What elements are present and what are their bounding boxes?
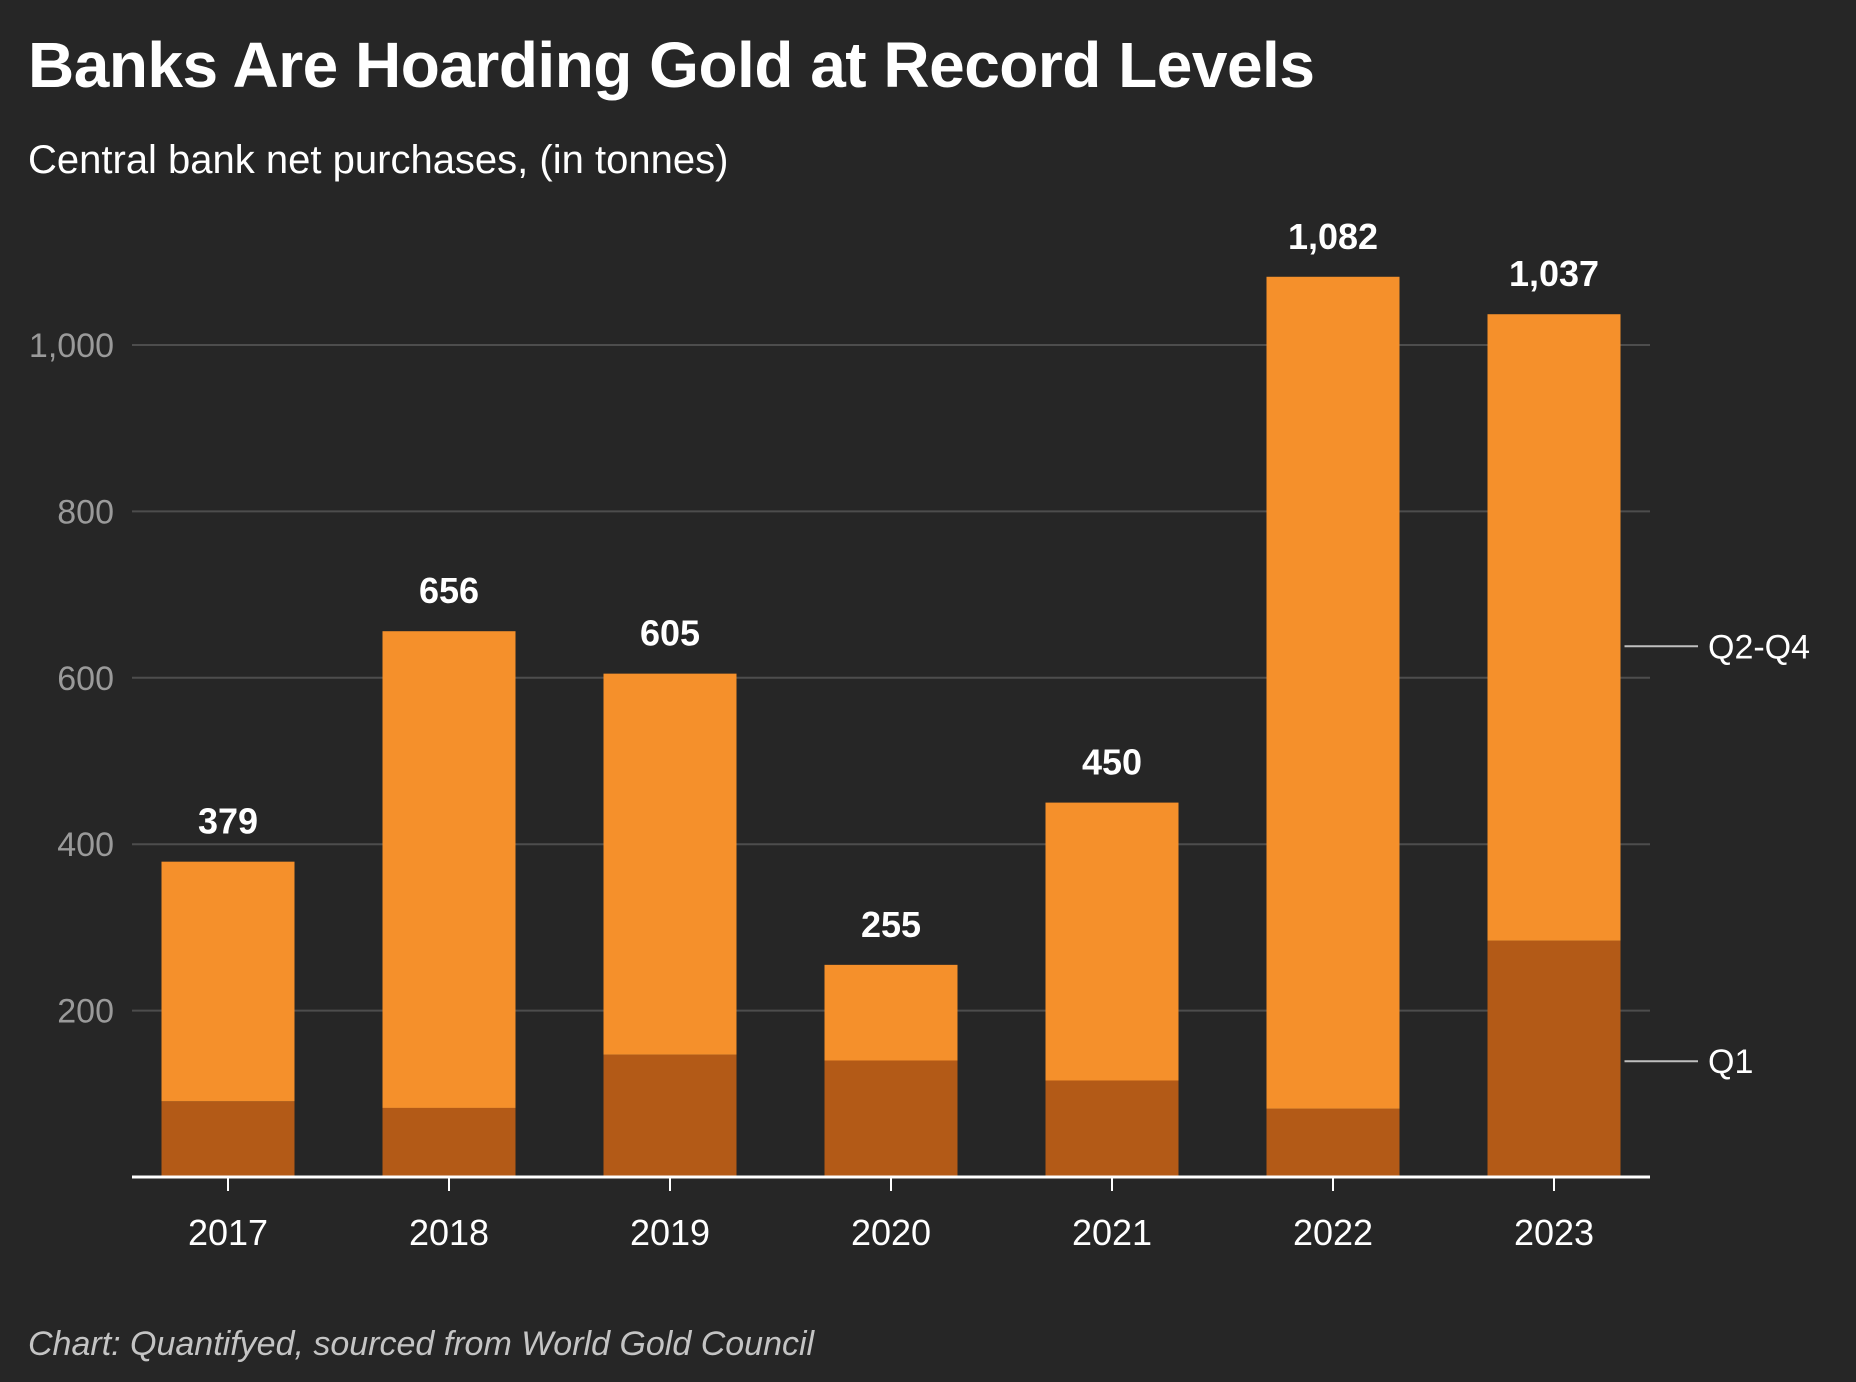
total-label: 605: [640, 613, 700, 654]
total-label: 379: [198, 801, 258, 842]
total-label: 255: [861, 904, 921, 945]
bar-q2-q4: [1266, 276, 1400, 1109]
bar-q1: [1045, 1080, 1179, 1177]
bar-q2-q4: [1045, 802, 1179, 1081]
y-tick-label: 400: [57, 826, 114, 864]
bar-q2-q4: [1487, 314, 1621, 941]
x-tick-label: 2017: [188, 1212, 268, 1253]
bar-q1: [1266, 1108, 1400, 1177]
x-tick-label: 2023: [1514, 1212, 1594, 1253]
bar-q1: [1487, 940, 1621, 1177]
y-tick-label: 800: [57, 493, 114, 531]
total-labels: 379 656 605 255 450 1,082 1,037: [198, 216, 1599, 945]
total-label: 1,082: [1288, 216, 1378, 257]
bar-q1: [603, 1054, 737, 1177]
bar-q2-q4: [382, 631, 516, 1108]
legend-label-q1: Q1: [1708, 1043, 1753, 1081]
bar-q1: [161, 1101, 295, 1177]
y-tick-label: 200: [57, 993, 114, 1031]
chart-title: Banks Are Hoarding Gold at Record Levels: [28, 29, 1315, 101]
x-tick-label: 2021: [1072, 1212, 1152, 1253]
y-axis-labels: 200 400 600 800 1,000: [29, 327, 114, 1031]
legend: Q1 Q2-Q4: [1624, 628, 1810, 1081]
x-tick-label: 2018: [409, 1212, 489, 1253]
chart-source: Chart: Quantifyed, sourced from World Go…: [28, 1325, 815, 1363]
bar-q2-q4: [161, 861, 295, 1102]
bar-q1: [382, 1107, 516, 1177]
bar-q1: [824, 1060, 958, 1177]
y-tick-label: 600: [57, 660, 114, 698]
bar-q2-q4: [824, 964, 958, 1061]
total-label: 656: [419, 570, 479, 611]
total-label: 1,037: [1509, 253, 1599, 294]
x-axis: 2017 2018 2019 2020 2021 2022 2023: [132, 1175, 1650, 1253]
bars: [161, 276, 1621, 1177]
x-tick-label: 2022: [1293, 1212, 1373, 1253]
bar-q2-q4: [603, 673, 737, 1055]
y-tick-label: 1,000: [29, 327, 114, 365]
chart-subtitle: Central bank net purchases, (in tonnes): [28, 138, 729, 182]
x-tick-label: 2019: [630, 1212, 710, 1253]
x-tick-label: 2020: [851, 1212, 931, 1253]
legend-label-q2-q4: Q2-Q4: [1708, 628, 1810, 666]
total-label: 450: [1082, 742, 1142, 783]
